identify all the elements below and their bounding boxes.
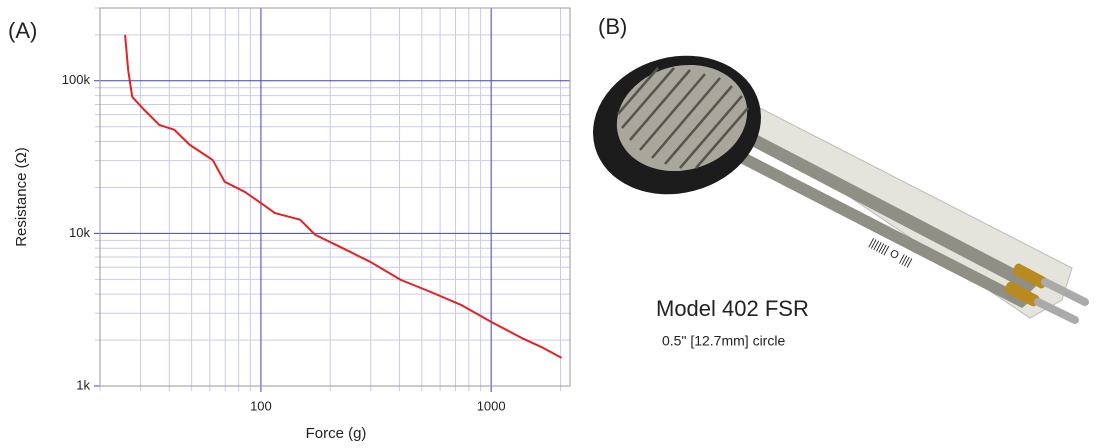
photo-title: Model 402 FSR bbox=[656, 296, 809, 321]
panel-label: (B) bbox=[598, 14, 627, 39]
plot-frame bbox=[99, 7, 571, 387]
pin bbox=[1034, 298, 1079, 324]
photo-subtitle: 0.5" [12.7mm] circle bbox=[662, 333, 785, 349]
grid bbox=[94, 7, 570, 392]
trace bbox=[738, 154, 1032, 308]
x-tick-label: 1000 bbox=[477, 398, 506, 413]
pin-clip bbox=[1004, 281, 1040, 307]
y-tick-label: 10k bbox=[69, 225, 90, 240]
y-tick-label: 100k bbox=[62, 72, 91, 87]
pin-clip bbox=[1012, 263, 1048, 289]
x-axis-label: Force (g) bbox=[306, 425, 367, 442]
panel-label: (A) bbox=[8, 18, 37, 43]
y-axis-label: Resistance (Ω) bbox=[13, 147, 30, 247]
data-line bbox=[124, 34, 563, 359]
x-tick-label: 100 bbox=[250, 398, 272, 413]
sensor-fingers bbox=[617, 67, 749, 169]
sensor-photo: ||||||| O |||| bbox=[593, 55, 1089, 324]
trace bbox=[740, 132, 1040, 292]
sensor-pad bbox=[616, 64, 748, 172]
pin bbox=[1041, 278, 1089, 306]
y-tick-label: 1k bbox=[76, 377, 90, 392]
